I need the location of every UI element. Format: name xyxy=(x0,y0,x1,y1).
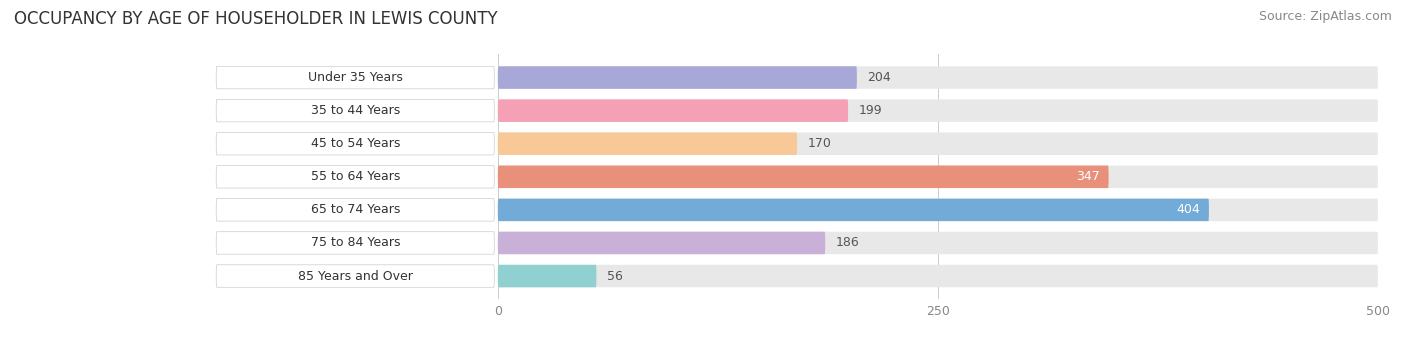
FancyBboxPatch shape xyxy=(217,265,495,287)
FancyBboxPatch shape xyxy=(498,99,848,122)
FancyBboxPatch shape xyxy=(498,66,856,89)
FancyBboxPatch shape xyxy=(498,133,797,155)
FancyBboxPatch shape xyxy=(498,265,1378,287)
FancyBboxPatch shape xyxy=(498,199,1209,221)
FancyBboxPatch shape xyxy=(498,133,1378,155)
Text: 56: 56 xyxy=(607,270,623,283)
FancyBboxPatch shape xyxy=(217,232,495,254)
FancyBboxPatch shape xyxy=(498,166,1378,188)
Text: Under 35 Years: Under 35 Years xyxy=(308,71,402,84)
Text: OCCUPANCY BY AGE OF HOUSEHOLDER IN LEWIS COUNTY: OCCUPANCY BY AGE OF HOUSEHOLDER IN LEWIS… xyxy=(14,10,498,28)
Text: 199: 199 xyxy=(859,104,883,117)
FancyBboxPatch shape xyxy=(217,133,495,155)
Text: 45 to 54 Years: 45 to 54 Years xyxy=(311,137,399,150)
FancyBboxPatch shape xyxy=(217,199,495,221)
FancyBboxPatch shape xyxy=(498,99,1378,122)
FancyBboxPatch shape xyxy=(217,166,495,188)
Text: 75 to 84 Years: 75 to 84 Years xyxy=(311,236,401,250)
FancyBboxPatch shape xyxy=(217,99,495,122)
FancyBboxPatch shape xyxy=(498,232,1378,254)
FancyBboxPatch shape xyxy=(498,166,1108,188)
Text: Source: ZipAtlas.com: Source: ZipAtlas.com xyxy=(1258,10,1392,23)
Text: 347: 347 xyxy=(1076,170,1099,183)
FancyBboxPatch shape xyxy=(498,265,596,287)
FancyBboxPatch shape xyxy=(498,199,1378,221)
FancyBboxPatch shape xyxy=(498,66,1378,89)
Text: 65 to 74 Years: 65 to 74 Years xyxy=(311,203,399,216)
Text: 404: 404 xyxy=(1177,203,1201,216)
FancyBboxPatch shape xyxy=(217,66,495,89)
Text: 170: 170 xyxy=(807,137,831,150)
Text: 55 to 64 Years: 55 to 64 Years xyxy=(311,170,399,183)
Text: 35 to 44 Years: 35 to 44 Years xyxy=(311,104,399,117)
FancyBboxPatch shape xyxy=(498,232,825,254)
Text: 85 Years and Over: 85 Years and Over xyxy=(298,270,413,283)
Text: 204: 204 xyxy=(868,71,891,84)
Text: 186: 186 xyxy=(835,236,859,250)
